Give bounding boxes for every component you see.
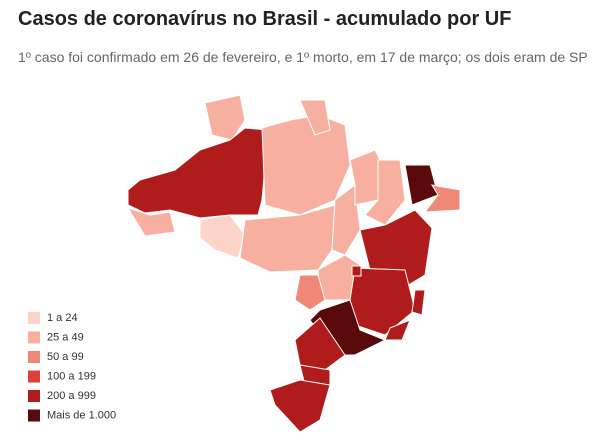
legend-swatch xyxy=(28,312,40,324)
legend-swatch xyxy=(28,370,40,383)
title: Casos de coronavírus no Brasil - acumula… xyxy=(18,8,512,30)
state xyxy=(204,94,246,141)
legend-label: 1 a 24 xyxy=(47,312,78,324)
legend-label: 25 a 49 xyxy=(47,331,84,343)
state xyxy=(261,114,351,216)
legend-swatch xyxy=(28,409,40,422)
legend-swatch xyxy=(28,390,40,402)
state xyxy=(269,379,331,433)
state xyxy=(411,289,426,316)
state xyxy=(299,99,331,136)
state xyxy=(239,204,336,273)
state xyxy=(294,274,326,311)
state xyxy=(126,207,176,237)
legend-swatch xyxy=(28,331,40,344)
subtitle: 1º caso foi confirmado em 26 de fevereir… xyxy=(18,49,588,65)
state xyxy=(384,319,411,341)
legend-label: 50 a 99 xyxy=(47,351,84,363)
state xyxy=(127,127,269,219)
state xyxy=(294,317,346,371)
state xyxy=(351,265,362,277)
state xyxy=(423,184,461,213)
legend-label: Mais de 1.000 xyxy=(47,409,116,421)
legend-label: 100 a 199 xyxy=(47,370,96,382)
state xyxy=(331,184,361,256)
state xyxy=(199,214,246,259)
legend-label: 200 a 999 xyxy=(47,390,96,402)
legend-swatch xyxy=(28,351,40,363)
